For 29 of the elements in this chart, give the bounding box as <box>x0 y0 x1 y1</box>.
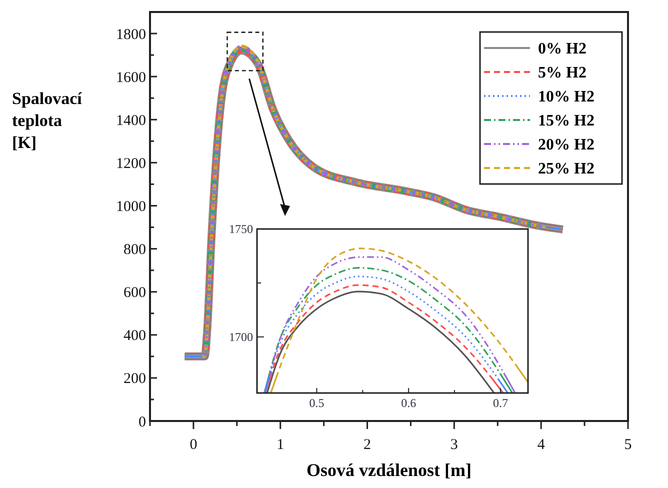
y-tick-label: 1200 <box>116 156 146 172</box>
legend-label: 25% H2 <box>538 160 594 178</box>
legend-label: 15% H2 <box>538 112 594 130</box>
x-tick-label: 3 <box>450 437 458 453</box>
y-axis-title: Spalovací teplota [K] <box>12 89 82 152</box>
y-tick-label: 0 <box>138 414 146 430</box>
legend-label: 0% H2 <box>538 40 586 58</box>
legend-label: 20% H2 <box>538 136 594 154</box>
y-tick-label: 1700 <box>229 330 253 344</box>
x-axis-title: Osová vzdálenost [m] <box>306 460 472 480</box>
y-tick-label: 600 <box>124 285 146 302</box>
x-tick-label: 1 <box>276 437 284 453</box>
y-tick-label: 200 <box>124 371 146 388</box>
x-tick-label: 5 <box>624 437 632 453</box>
y-tick-label: 1000 <box>116 198 146 215</box>
legend-label: 10% H2 <box>538 88 594 106</box>
y-tick-label: 1800 <box>116 26 146 43</box>
x-tick-label: 0.6 <box>401 396 416 410</box>
x-tick-label: 0.5 <box>309 396 324 410</box>
y-tick-label: 1600 <box>116 70 146 86</box>
x-tick-label: 2 <box>364 437 372 453</box>
x-tick-label: 4 <box>537 437 546 453</box>
y-tick-label: 1750 <box>229 222 253 236</box>
x-tick-label: 0.7 <box>492 396 508 410</box>
y-tick-label: 800 <box>124 242 146 258</box>
y-tick-label: 1400 <box>116 112 146 129</box>
x-tick-label: 0 <box>190 437 198 453</box>
legend-label: 5% H2 <box>538 64 586 82</box>
y-tick-label: 400 <box>124 328 146 344</box>
